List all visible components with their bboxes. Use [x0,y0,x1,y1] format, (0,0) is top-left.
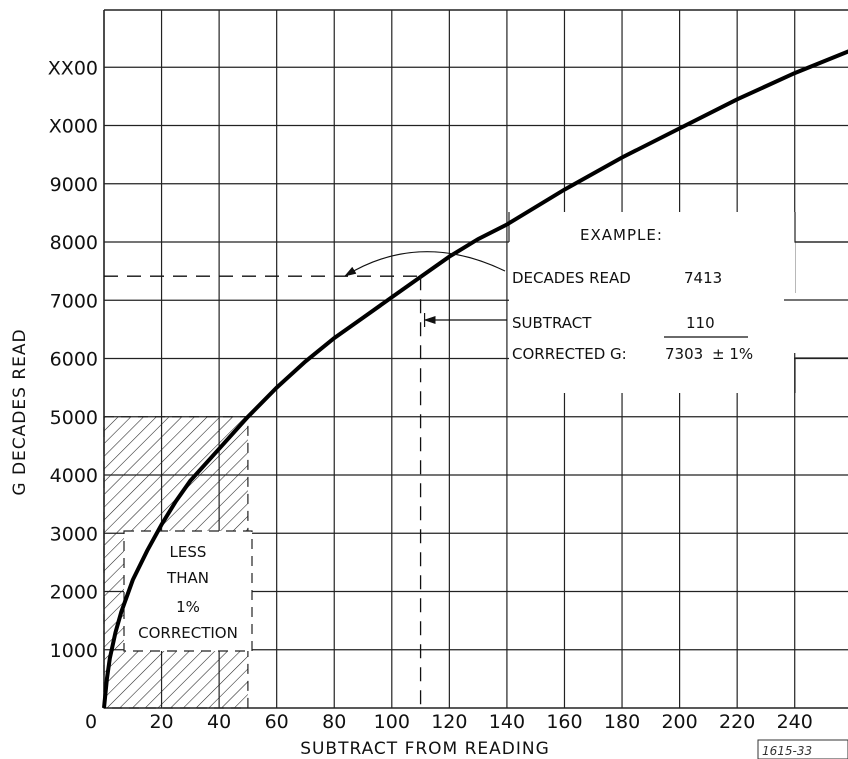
y-tick-label: X000 [49,116,98,138]
example-guide-lines [104,251,507,708]
shaded-label-line-3: 1% [176,598,200,616]
subtract-value: 110 [686,314,715,332]
example-box-outline [508,212,848,393]
x-tick-label: 220 [719,711,755,733]
example-box-background-lower [509,293,848,353]
x-tick-label: 120 [431,711,467,733]
plot-grid [104,10,848,708]
x-tick-label: 160 [546,711,582,733]
corrected-value: 7303 [665,345,703,363]
subtract-label: SUBTRACT [512,314,592,332]
shaded-label-line-1: LESS [170,543,207,561]
x-tick-label: 200 [661,711,697,733]
tolerance-value: ± 1% [712,345,753,363]
y-axis-label: G DECADES READ [10,328,30,495]
decades-read-arrow [344,251,506,277]
example-box-background [509,212,795,293]
y-tick-label: 1000 [50,640,98,662]
data-curve [102,49,848,709]
y-tick-label: 9000 [50,174,98,196]
x-tick-label: 100 [374,711,410,733]
y-tick-label: 6000 [50,349,98,371]
decades-read-value: 7413 [684,269,722,287]
y-tick-label: 5000 [50,407,98,429]
x-axis-label: SUBTRACT FROM READING [300,739,550,759]
figure-id-box [757,739,848,759]
example-box-background-bottom [509,353,794,393]
x-tick-label: 140 [489,711,525,733]
x-tick-label: 180 [604,711,640,733]
y-tick-label: XX00 [48,57,98,79]
decades-read-label: DECADES READ [512,269,631,287]
x-tick-label: 60 [265,711,289,733]
y-tick-label: 2000 [50,582,98,604]
x-tick-label: 80 [322,711,346,733]
y-tick-labels: 1000 2000 3000 4000 5000 6000 7000 8000 9000 X000… [48,57,98,662]
example-title: EXAMPLE: [580,226,663,244]
corrected-label: CORRECTED G: [512,345,627,363]
figure-id: 1615-33 [762,744,812,758]
shaded-label-line-2: THAN [166,569,209,587]
y-tick-label: 4000 [50,465,98,487]
x-tick-label: 20 [149,711,173,733]
y-tick-label: 3000 [50,523,98,545]
x-tick-label: 240 [777,711,813,733]
shaded-label-border [123,530,253,652]
x-tick-labels: 0 20 40 60 80 100 120 140 160 180 200 220 240 [85,711,813,733]
y-tick-label: 7000 [50,290,98,312]
x-tick-label: 0 [85,711,97,733]
shaded-label-line-4: CORRECTION [138,624,238,642]
x-tick-label: 40 [207,711,231,733]
plot-frame [103,9,848,709]
y-tick-label: 8000 [50,232,98,254]
curve-line [102,49,848,709]
